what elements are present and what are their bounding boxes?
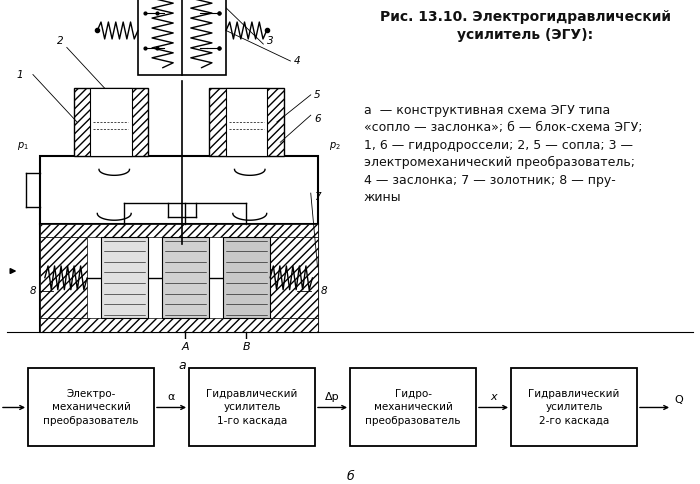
Text: A: A [181, 342, 189, 352]
Text: α: α [168, 392, 175, 402]
Bar [350, 368, 476, 446]
Bar [28, 368, 154, 446]
Text: Рис. 13.10. Электрогидравлический
усилитель (ЭГУ):: Рис. 13.10. Электрогидравлический усилит… [379, 10, 671, 42]
Text: б: б [346, 470, 354, 483]
Bar [511, 368, 637, 446]
Bar [40, 224, 318, 332]
Text: B: B [243, 342, 250, 352]
Text: 6: 6 [314, 114, 321, 123]
Text: 8: 8 [321, 287, 328, 296]
Bar [270, 237, 318, 318]
Text: 8: 8 [29, 287, 36, 296]
Text: Гидравлический
усилитель
2-го каскада: Гидравлический усилитель 2-го каскада [528, 389, 620, 426]
Bar [40, 224, 318, 237]
Bar [162, 237, 209, 318]
Bar [209, 88, 284, 156]
Text: 3: 3 [267, 36, 274, 45]
Text: Гидравлический
усилитель
1-го каскада: Гидравлический усилитель 1-го каскада [206, 389, 298, 426]
Text: 4: 4 [294, 56, 300, 66]
Text: а: а [178, 359, 186, 372]
Bar [74, 88, 148, 156]
Bar [40, 156, 318, 224]
Bar [90, 88, 132, 156]
Text: Электро-
механический
преобразователь: Электро- механический преобразователь [43, 389, 139, 426]
Text: Δp: Δp [326, 392, 340, 402]
Text: 1: 1 [16, 70, 22, 79]
Bar [101, 237, 148, 318]
Text: Гидро-
механический
преобразователь: Гидро- механический преобразователь [365, 389, 461, 426]
Bar [40, 318, 318, 332]
Text: 5: 5 [314, 90, 321, 100]
Bar [40, 237, 87, 318]
Text: 2: 2 [57, 36, 63, 45]
Text: $p_1$: $p_1$ [17, 140, 29, 152]
Bar [223, 237, 270, 318]
Text: x: x [490, 392, 497, 402]
Text: а  — конструктивная схема ЭГУ типа
«сопло — заслонка»; б — блок-схема ЭГУ;
1, 6 : а — конструктивная схема ЭГУ типа «сопло… [364, 104, 643, 204]
Text: 7: 7 [314, 192, 321, 201]
Text: Q: Q [675, 395, 683, 405]
Bar [225, 88, 267, 156]
Text: $p_2$: $p_2$ [328, 140, 340, 152]
Bar [189, 368, 315, 446]
Bar [138, 0, 226, 75]
